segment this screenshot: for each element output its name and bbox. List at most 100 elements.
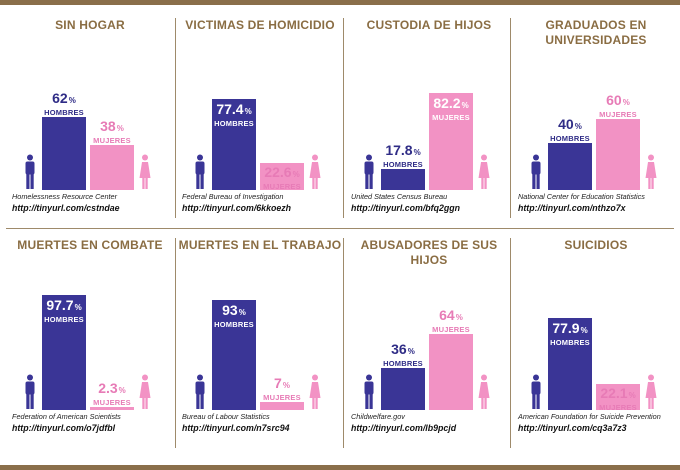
chart-panel: CUSTODIA DE HIJOS 17.8% HOMBRES 82.2% MUJERE… xyxy=(345,18,513,228)
unit-text: % xyxy=(628,390,636,400)
bar-hombres xyxy=(548,142,592,190)
man-silhouette-icon xyxy=(530,374,542,415)
source-url: http://tinyurl.com/cq3a7z3 xyxy=(518,423,627,433)
unit-text: % xyxy=(244,106,252,116)
bar-hombres xyxy=(548,318,592,410)
unit-text: % xyxy=(282,380,290,390)
value-text: 77.4 xyxy=(216,100,244,117)
divider-r1-2 xyxy=(343,18,344,218)
bar-mujeres xyxy=(596,119,640,190)
woman-silhouette-icon xyxy=(478,374,490,415)
bar-hombres xyxy=(42,116,86,190)
bottom-band xyxy=(0,465,680,470)
category-label: HOMBRES xyxy=(44,314,84,324)
chart-panel: VICTIMAS DE HOMICIDIO 77.4% HOMBRES 22.6% MU… xyxy=(176,18,344,228)
bar-hombres xyxy=(381,168,425,190)
data-label-value: 77.4% xyxy=(199,100,269,119)
bar-mujeres xyxy=(260,401,304,410)
category-label: HOMBRES xyxy=(550,338,590,348)
label-mujeres: 64% MUJERES xyxy=(416,307,486,335)
label-hombres: 93% HOMBRES xyxy=(199,303,269,330)
label-hombres: 17.8% HOMBRES xyxy=(368,142,438,169)
source-url: http://tinyurl.com/nthzo7x xyxy=(518,203,626,213)
category-label: MUJERES xyxy=(263,392,301,402)
source-url: http://tinyurl.com/bfq2ggn xyxy=(351,203,460,213)
category-label: HOMBRES xyxy=(550,133,590,143)
unit-text: % xyxy=(238,308,246,318)
bar-hombres xyxy=(42,294,86,410)
category-label: MUJERES xyxy=(432,113,470,122)
unit-text: % xyxy=(455,313,463,323)
category-label: HOMBRES xyxy=(214,320,254,330)
chart-title: MUERTES EN COMBATE xyxy=(17,238,163,252)
chart-panel: MUERTES EN COMBATE 97.7% HOMBRES 2.3% MUJERE… xyxy=(6,238,174,448)
man-silhouette-icon xyxy=(363,374,375,415)
data-label-value: 7% xyxy=(247,374,317,393)
source-text: Bureau of Labour Statistics xyxy=(182,412,270,421)
label-mujeres: 2.3% MUJERES xyxy=(77,381,147,408)
category-label: MUJERES xyxy=(599,110,637,120)
category-label: MUJERES xyxy=(93,398,131,408)
unit-text: % xyxy=(74,302,82,312)
value-text: 22.6 xyxy=(264,164,292,181)
label-hombres: 40% HOMBRES xyxy=(535,116,605,143)
value-text: 2.3 xyxy=(98,380,118,397)
source-text: Federation of American Scientists xyxy=(12,412,121,421)
chart-panel: ABUSADORES DE SUS HIJOS 36% HOMBRES 64% MUJE… xyxy=(345,238,513,448)
source-url: http://tinyurl.com/6kkoezh xyxy=(182,203,291,213)
value-text: 64 xyxy=(439,307,455,324)
chart-title: SIN HOGAR xyxy=(55,18,125,32)
source-text: American Foundation for Suicide Preventi… xyxy=(518,412,661,421)
category-label: HOMBRES xyxy=(214,118,254,128)
woman-silhouette-icon xyxy=(139,154,151,195)
unit-text: % xyxy=(461,101,469,110)
bar-mujeres xyxy=(90,145,134,190)
unit-text: % xyxy=(413,147,421,157)
bar-hombres xyxy=(381,367,425,410)
divider-r2-3 xyxy=(510,238,511,448)
label-hombres: 77.9% HOMBRES xyxy=(535,320,605,348)
label-hombres: 36% HOMBRES xyxy=(368,341,438,368)
value-text: 77.9 xyxy=(552,320,580,337)
data-label-value: 38% xyxy=(77,119,147,136)
category-label: MUJERES xyxy=(263,182,301,192)
row-divider xyxy=(6,228,674,229)
category-label: MUJERES xyxy=(432,325,470,335)
unit-text: % xyxy=(116,124,124,134)
value-text: 60 xyxy=(606,92,622,109)
unit-text: % xyxy=(292,170,300,180)
source-text: United States Census Bureau xyxy=(351,192,448,201)
chart-title: MUERTES EN EL TRABAJO xyxy=(178,238,342,252)
data-label-value: 93% xyxy=(199,303,269,320)
divider-r2-1 xyxy=(175,238,176,448)
man-silhouette-icon xyxy=(194,374,206,415)
label-mujeres: 60% MUJERES xyxy=(583,93,653,120)
chart-panel: SIN HOGAR 62% HOMBRES 38% MUJERES Homelessnes… xyxy=(6,18,174,228)
woman-silhouette-icon xyxy=(139,374,151,415)
label-mujeres: 38% MUJERES xyxy=(77,119,147,146)
data-label-value: 60% xyxy=(583,93,653,110)
woman-silhouette-icon xyxy=(645,154,657,195)
value-text: 7 xyxy=(274,374,282,391)
bar-mujeres xyxy=(429,93,473,190)
bar-hombres xyxy=(212,98,256,190)
data-label-value: 82.2% xyxy=(416,96,486,113)
source-text: National Center for Education Statistics xyxy=(518,192,645,201)
top-band xyxy=(0,0,680,5)
category-label: HOMBRES xyxy=(383,358,423,368)
bar-hombres xyxy=(212,300,256,410)
chart-panel: SUICIDIOS 77.9% HOMBRES 22.1% MUJERES America… xyxy=(512,238,680,448)
unit-text: % xyxy=(622,98,630,108)
category-label: HOMBRES xyxy=(44,107,84,117)
value-text: 62 xyxy=(52,89,68,106)
data-label-value: 22.6% xyxy=(247,165,317,182)
source-url: http://tinyurl.com/o7jdfbl xyxy=(12,423,116,433)
chart-title: ABUSADORES DE SUS HIJOS xyxy=(360,238,498,267)
source-text: Homelessness Resource Center xyxy=(12,192,118,201)
man-silhouette-icon xyxy=(24,154,36,195)
bar-mujeres xyxy=(260,163,304,190)
man-silhouette-icon xyxy=(363,154,375,195)
man-silhouette-icon xyxy=(24,374,36,415)
data-label-value: 2.3% xyxy=(77,381,147,398)
value-text: 97.7 xyxy=(46,296,74,313)
